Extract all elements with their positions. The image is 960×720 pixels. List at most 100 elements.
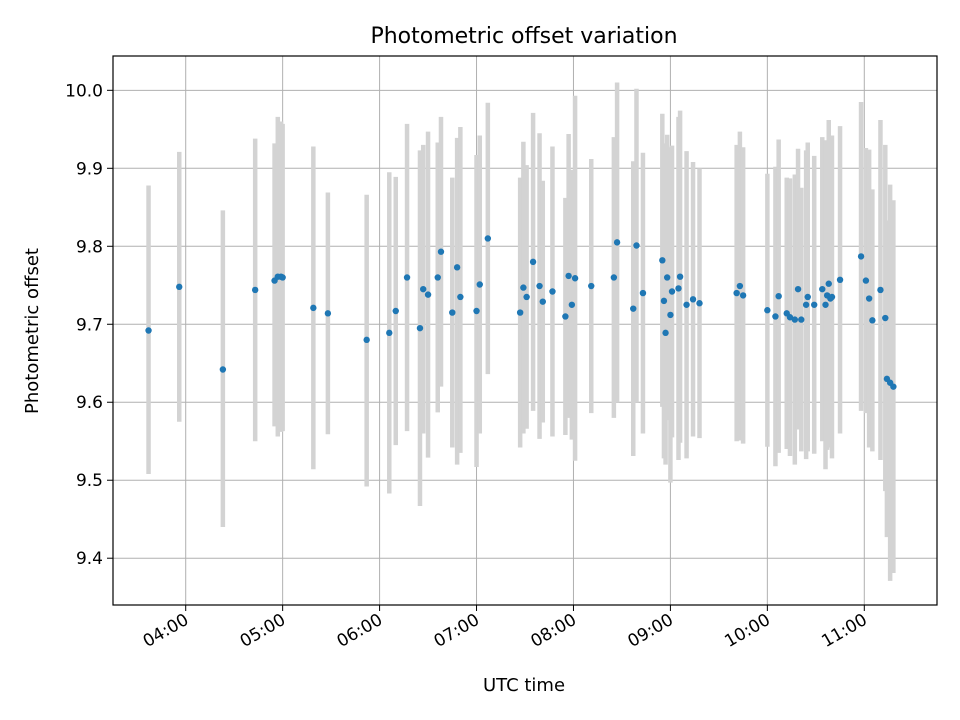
data-point <box>675 285 682 292</box>
data-point <box>176 283 183 291</box>
data-point <box>539 298 546 305</box>
data-point <box>516 309 524 316</box>
data-point <box>420 285 427 293</box>
x-tick-label: 11:00 <box>818 610 870 652</box>
y-axis-ticks: 9.4 9.5 9.6 9.7 9.8 9.9 10.0 <box>65 81 113 569</box>
data-point <box>633 242 640 249</box>
data-point <box>476 281 483 288</box>
data-point <box>733 289 740 297</box>
data-point <box>667 311 674 319</box>
data-point <box>473 307 480 315</box>
x-tick-label: 09:00 <box>624 610 676 652</box>
data-point <box>882 314 889 322</box>
data-point <box>836 276 844 284</box>
data-point <box>663 274 671 281</box>
data-point <box>659 257 666 264</box>
data-point <box>437 248 445 255</box>
data-point <box>434 274 441 281</box>
data-point <box>676 273 684 280</box>
data-point <box>683 301 690 308</box>
data-point <box>639 289 647 297</box>
y-tick-label: 9.7 <box>76 315 103 335</box>
data-point <box>822 301 829 308</box>
data-point <box>453 264 461 271</box>
x-axis-label: UTC time <box>483 675 565 696</box>
data-point <box>363 336 370 344</box>
data-point <box>549 288 556 295</box>
x-tick-label: 04:00 <box>140 610 192 652</box>
x-axis-ticks: 04:00 05:00 06:00 07:00 08:00 09:00 10:00 11:00 <box>140 605 871 652</box>
data-point <box>536 282 543 290</box>
data-point <box>764 307 771 314</box>
data-point <box>392 307 399 315</box>
x-tick-label: 10:00 <box>721 610 773 652</box>
data-point <box>660 297 668 305</box>
x-tick-label: 08:00 <box>528 610 580 652</box>
y-tick-label: 9.4 <box>76 549 103 569</box>
data-point <box>613 239 621 246</box>
data-point <box>610 274 618 281</box>
data-point <box>794 285 802 293</box>
data-point <box>520 284 527 291</box>
data-point <box>804 293 811 301</box>
y-tick-label: 9.8 <box>76 237 103 257</box>
data-point <box>857 253 865 260</box>
data-point <box>484 235 492 242</box>
data-point <box>811 301 818 308</box>
data-point <box>523 293 530 301</box>
data-point <box>588 282 595 290</box>
data-point <box>251 286 259 294</box>
data-point <box>424 291 432 298</box>
data-point <box>324 310 332 317</box>
y-tick-label: 9.9 <box>76 159 103 179</box>
data-point <box>562 313 569 320</box>
data-point <box>825 280 832 287</box>
x-tick-label: 07:00 <box>431 610 483 652</box>
data-point <box>668 288 676 295</box>
data-point <box>865 295 873 302</box>
y-tick-label: 9.5 <box>76 471 103 491</box>
data-point <box>862 277 870 284</box>
data-point <box>529 258 537 266</box>
data-point <box>568 301 576 308</box>
data-point <box>662 329 669 337</box>
data-point <box>219 366 227 373</box>
data-point <box>819 285 826 293</box>
y-tick-label: 10.0 <box>65 81 103 101</box>
data-point <box>689 296 697 303</box>
x-tick-label: 06:00 <box>334 610 386 652</box>
y-axis-label: Photometric offset <box>22 248 43 414</box>
data-point <box>565 272 572 280</box>
data-point <box>772 313 779 320</box>
data-point <box>630 305 637 312</box>
data-point <box>457 293 464 301</box>
axes <box>112 55 938 606</box>
data-points <box>145 235 897 390</box>
data-point <box>449 309 456 316</box>
data-point <box>775 292 782 300</box>
data-point <box>798 316 805 323</box>
data-point <box>791 316 799 323</box>
chart-title: Photometric offset variation <box>370 24 677 49</box>
data-point <box>310 304 317 312</box>
error-bars <box>146 82 896 581</box>
data-point <box>877 286 884 294</box>
data-point <box>828 293 836 301</box>
data-point <box>279 274 286 281</box>
data-point <box>145 327 152 334</box>
data-point <box>786 314 794 321</box>
data-point <box>736 282 744 290</box>
x-tick-label: 05:00 <box>237 610 289 652</box>
data-point <box>403 274 411 281</box>
data-point <box>890 383 897 390</box>
data-point <box>739 292 747 299</box>
y-tick-label: 9.6 <box>76 393 103 413</box>
data-point <box>802 301 810 308</box>
data-point <box>696 300 703 307</box>
data-point <box>869 317 876 324</box>
data-point <box>571 275 579 282</box>
data-point <box>386 329 393 337</box>
plot-frame <box>112 55 938 606</box>
data-point <box>416 324 424 332</box>
